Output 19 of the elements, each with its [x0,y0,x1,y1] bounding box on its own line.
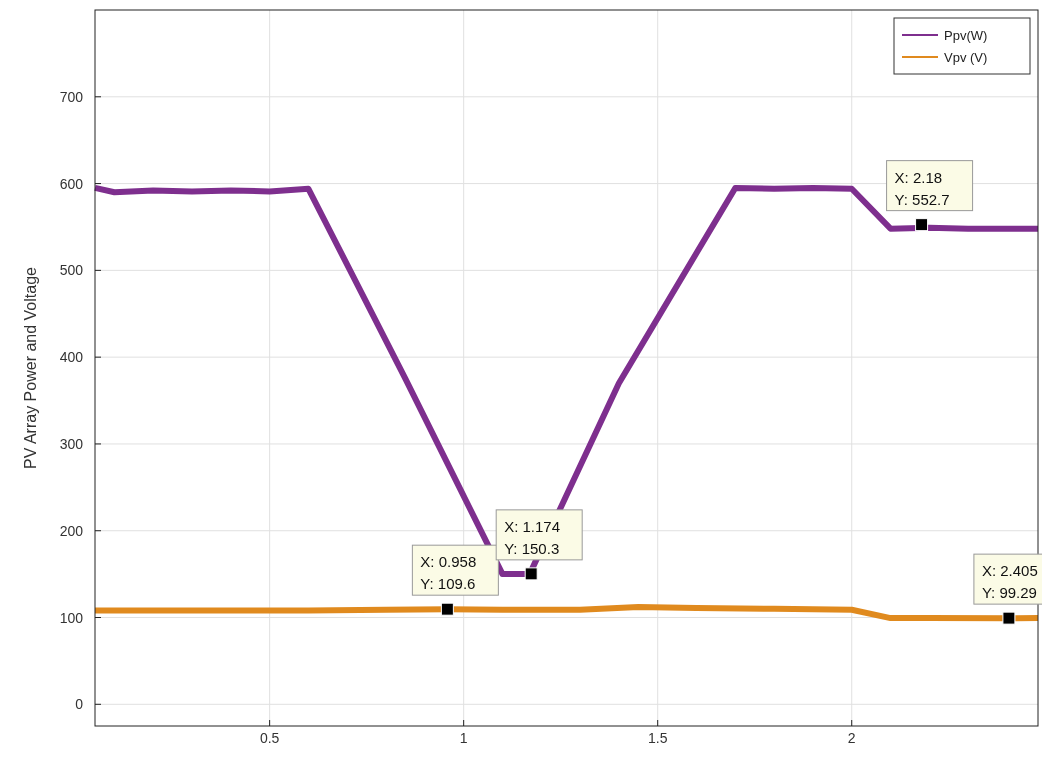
legend-label: Ppv(W) [944,28,988,43]
annotation: X: 1.174 Y: 150.3 [504,517,561,557]
y-tick-label: 100 [59,609,84,626]
y-tick-label: 400 [59,349,84,366]
y-tick-label: 600 [59,175,84,192]
y-tick-label: 300 [59,435,84,452]
annotation: X: 0.958 Y: 109.6 [420,553,477,593]
y-tick-label: 500 [59,262,84,279]
y-tick-label: 0 [75,696,84,713]
x-tick-label: 1.5 [647,730,668,746]
x-tick-label: 0.5 [259,730,280,746]
y-tick-label: 200 [59,522,84,539]
y-axis-title: PV Array Power and Voltage [22,266,39,469]
legend-label: Vpv (V) [944,50,988,65]
x-tick-label: 1 [459,730,468,746]
x-tick-label: 2 [847,730,856,746]
annotation: X: 2.18 Y: 552.7 [894,168,950,208]
y-tick-label: 700 [59,88,84,105]
annotation: X: 2.405 Y: 99.29 [981,562,1038,602]
